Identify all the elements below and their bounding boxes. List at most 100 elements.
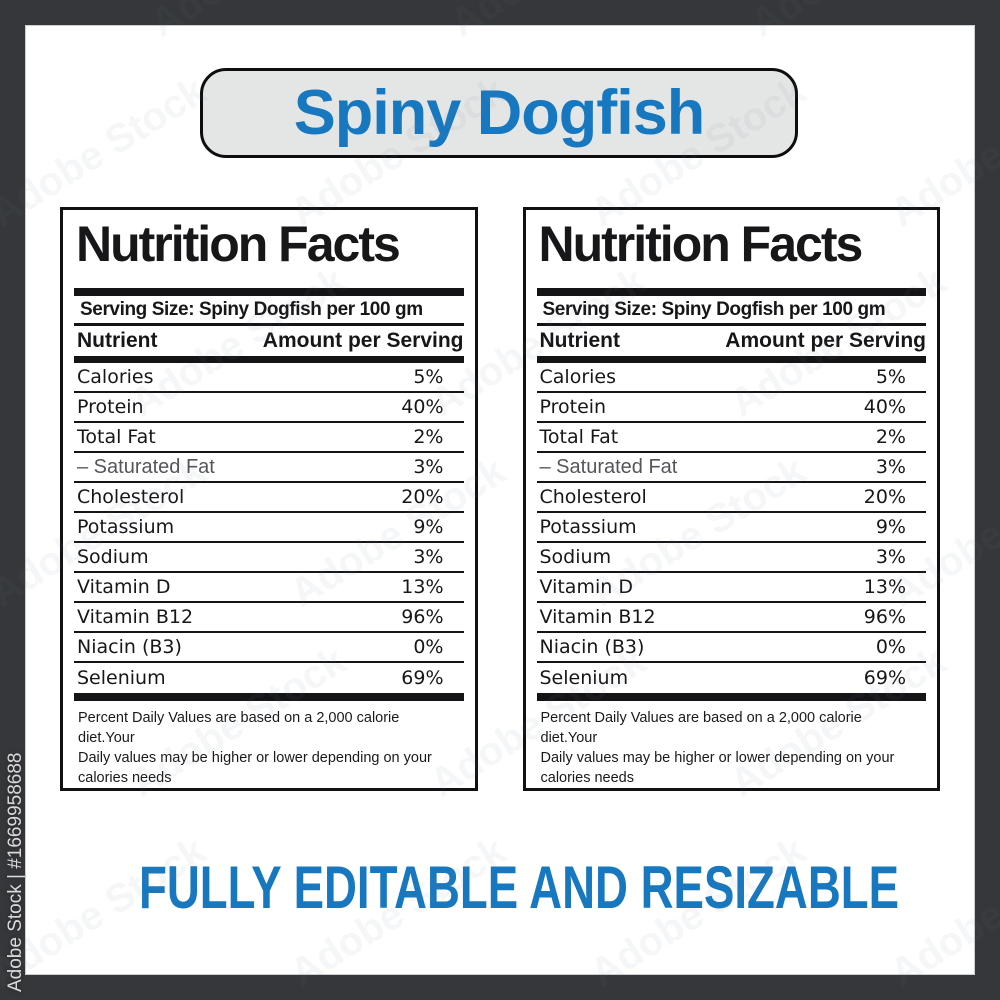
col-header-amount: Amount per Serving	[262, 329, 464, 353]
footnote-line: Daily values may be higher or lower depe…	[540, 750, 895, 766]
divider-thick	[536, 693, 926, 701]
nutrient-value: 3%	[413, 546, 444, 568]
nutrient-value: 13%	[863, 576, 906, 598]
watermark-side-text: Adobe Stock | #1669958688	[5, 752, 26, 992]
nutrient-value: 69%	[401, 667, 444, 689]
divider-thick	[74, 356, 464, 363]
nutrient-name: Protein	[77, 396, 144, 418]
nutrient-name: – Saturated Fat	[77, 455, 215, 478]
nutrient-value: 5%	[413, 366, 444, 388]
col-header-amount: Amount per Serving	[725, 329, 926, 353]
nutrient-row: Sodium 3%	[74, 543, 464, 573]
nutrient-row: Vitamin B12 96%	[536, 603, 926, 633]
nutrient-name: Potassium	[539, 516, 637, 538]
nutrient-name: Vitamin B12	[539, 606, 656, 628]
nutrient-value: 96%	[863, 606, 906, 628]
nutrient-name: Sodium	[539, 546, 612, 568]
title-text: Spiny Dogfish	[293, 78, 705, 148]
nutrient-name: Total Fat	[539, 426, 619, 448]
column-headers: Nutrient Amount per Serving	[537, 326, 927, 356]
nutrient-name: Niacin (B3)	[77, 636, 182, 658]
nutrient-table: Calories 5% Protein 40% Total Fat 2% – Saturat…	[74, 363, 464, 693]
nutrient-row: Niacin (B3) 0%	[74, 633, 464, 663]
divider-thin	[74, 323, 464, 327]
nutrient-name: Vitamin B12	[77, 606, 194, 628]
nutrient-value: 3%	[875, 456, 906, 478]
column-headers: Nutrient Amount per Serving	[74, 326, 464, 356]
nutrient-value: 2%	[413, 426, 444, 448]
nutrient-name: Sodium	[77, 546, 149, 568]
serving-size-text: Serving Size: Spiny Dogfish per 100 gm	[80, 298, 423, 320]
serving-size-text: Serving Size: Spiny Dogfish per 100 gm	[542, 298, 886, 320]
nutrient-value: 3%	[413, 456, 444, 478]
nutrient-row: Sodium 3%	[536, 543, 926, 573]
nutrient-name: Selenium	[77, 667, 166, 689]
nutrient-value: 0%	[413, 636, 444, 658]
nutrition-facts-heading: Nutrition Facts	[76, 216, 401, 272]
nutrient-value: 20%	[401, 486, 444, 508]
divider-thick	[74, 693, 464, 701]
nutrient-row: Protein 40%	[74, 393, 464, 423]
divider-thick	[536, 288, 926, 296]
nutrient-value: 5%	[875, 366, 906, 388]
nutrient-name: Total Fat	[77, 426, 156, 448]
nutrition-label-left: Nutrition Facts Serving Size: Spiny Dogf…	[60, 207, 478, 791]
nutrition-facts-heading: Nutrition Facts	[538, 216, 864, 272]
nutrient-row: Total Fat 2%	[536, 423, 926, 453]
nutrition-label-right: Nutrition Facts Serving Size: Spiny Dogf…	[522, 207, 940, 791]
nutrient-row: Vitamin D 13%	[536, 573, 926, 603]
nutrient-table: Calories 5% Protein 40% Total Fat 2% – Saturat…	[536, 363, 927, 693]
nutrient-row: Niacin (B3) 0%	[536, 633, 926, 663]
title-banner: Spiny Dogfish	[200, 68, 798, 158]
nutrient-name: Vitamin D	[77, 576, 171, 598]
nutrient-name: Potassium	[77, 516, 175, 538]
nutrient-value: 96%	[401, 606, 444, 628]
nutrient-row: Selenium 69%	[537, 663, 927, 693]
nutrient-name: Selenium	[539, 667, 629, 689]
nutrient-name: Calories	[77, 366, 154, 388]
footnote-line: Daily values may be higher or lower depe…	[78, 750, 432, 766]
nutrient-name: Vitamin D	[539, 576, 633, 598]
col-header-nutrient: Nutrient	[77, 329, 158, 353]
nutrient-value: 69%	[863, 667, 906, 689]
nutrient-value: 9%	[875, 516, 906, 538]
nutrient-value: 3%	[875, 546, 906, 568]
nutrient-row: Cholesterol 20%	[536, 483, 926, 513]
nutrient-row: Potassium 9%	[536, 513, 926, 543]
footnote-line: Percent Daily Values are based on a 2,00…	[540, 710, 862, 746]
footnote-line: calories needs	[78, 770, 172, 786]
nutrient-row: Vitamin B12 96%	[74, 603, 464, 633]
nutrient-row: Cholesterol 20%	[74, 483, 464, 513]
labels-row: Nutrition Facts Serving Size: Spiny Dogf…	[60, 207, 940, 791]
col-header-nutrient: Nutrient	[539, 329, 621, 353]
tagline-text: FULLY EDITABLE AND RESIZABLE	[139, 854, 900, 921]
daily-values-footnote: Percent Daily Values are based on a 2,00…	[537, 708, 927, 788]
nutrient-row: Vitamin D 13%	[74, 573, 464, 603]
footnote-line: calories needs	[540, 770, 635, 786]
divider-thick	[74, 288, 464, 296]
nutrient-name: Cholesterol	[539, 486, 647, 508]
nutrient-row: – Saturated Fat 3%	[74, 453, 464, 483]
nutrient-row: Protein 40%	[536, 393, 926, 423]
divider-thin	[536, 323, 926, 327]
nutrient-value: 13%	[401, 576, 444, 598]
nutrient-row: – Saturated Fat 3%	[536, 453, 926, 483]
divider-thick	[536, 356, 926, 363]
nutrient-name: – Saturated Fat	[539, 455, 678, 478]
daily-values-footnote: Percent Daily Values are based on a 2,00…	[74, 708, 464, 788]
nutrient-name: Cholesterol	[77, 486, 185, 508]
nutrient-row: Calories 5%	[536, 363, 926, 393]
nutrient-name: Protein	[539, 396, 607, 418]
nutrient-value: 40%	[401, 396, 444, 418]
nutrient-row: Selenium 69%	[74, 663, 464, 693]
nutrient-value: 9%	[413, 516, 444, 538]
nutrient-name: Niacin (B3)	[539, 636, 645, 658]
nutrient-row: Calories 5%	[74, 363, 464, 393]
nutrient-value: 0%	[875, 636, 906, 658]
artboard: Spiny Dogfish Nutrition Facts Serving Si…	[25, 25, 975, 975]
nutrient-row: Total Fat 2%	[74, 423, 464, 453]
nutrient-value: 2%	[875, 426, 906, 448]
nutrient-name: Calories	[539, 366, 617, 388]
nutrient-value: 20%	[863, 486, 906, 508]
